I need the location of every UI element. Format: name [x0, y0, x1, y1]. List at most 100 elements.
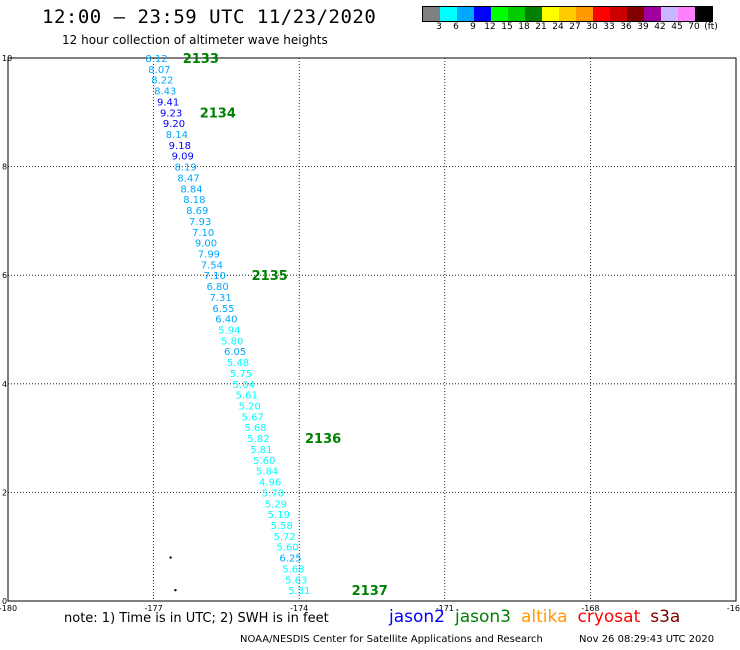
wave-height-label: 7.93 — [189, 217, 211, 228]
wave-height-label: 5.58 — [271, 521, 293, 532]
wave-height-label: 8.19 — [174, 163, 196, 174]
observation-dot — [174, 588, 177, 592]
scale-swatch — [491, 7, 508, 21]
scale-label: 39 — [637, 22, 649, 32]
wave-height-label: 8.14 — [166, 130, 188, 141]
longitude-tick-label: -174 — [290, 604, 308, 613]
satellite-legend: jason2 jason3 altika cryosat s3a — [389, 607, 690, 627]
wave-height-label: 6.40 — [215, 315, 237, 326]
scale-label: 70 — [688, 22, 700, 32]
wave-height-label: 8.43 — [154, 87, 176, 98]
scale-swatch — [423, 7, 440, 21]
wave-height-label: 9.09 — [172, 152, 194, 163]
wave-height-label: 5.75 — [230, 369, 252, 380]
wave-height-label: 5.31 — [288, 586, 310, 597]
scale-swatch — [576, 7, 593, 21]
scale-label: 33 — [603, 22, 615, 32]
wave-height-label: 9.23 — [160, 108, 182, 119]
wave-height-label: 5.94 — [218, 326, 240, 337]
map-title: 12:00 – 23:59 UTC 11/23/2020 — [42, 6, 377, 28]
scale-swatch — [678, 7, 695, 21]
wave-height-label: 5.20 — [239, 402, 261, 413]
time-label: 2137 — [352, 584, 388, 599]
color-scale-labels: 3 6 9 12 15 18 21 24 27 30 33 36 39 42 45 70 (ft) — [422, 22, 740, 34]
satellite-legend-item: cryosat — [577, 607, 641, 627]
scale-label: 30 — [586, 22, 598, 32]
wave-height-label: 9.00 — [195, 239, 217, 250]
wave-height-label: 5.72 — [274, 532, 296, 543]
wave-height-label: 7.31 — [209, 293, 231, 304]
latitude-tick-label: 6 — [2, 271, 7, 280]
scale-label: (ft) — [704, 22, 718, 32]
scale-label: 9 — [470, 22, 476, 32]
color-scale-legend — [422, 6, 713, 22]
wave-height-label: 5.82 — [247, 434, 269, 445]
wave-height-label: 4.96 — [259, 478, 281, 489]
wave-height-label: 5.60 — [276, 543, 298, 554]
scale-swatch — [627, 7, 644, 21]
wave-height-label: 9.20 — [163, 119, 185, 130]
scale-swatch — [661, 7, 678, 21]
longitude-tick-label: -177 — [145, 604, 163, 613]
latitude-tick-label: 10 — [2, 54, 12, 63]
wave-height-label: 7.10 — [192, 228, 214, 239]
scale-label: 3 — [436, 22, 442, 32]
scale-swatch — [644, 7, 661, 21]
wave-height-label: 9.41 — [157, 97, 179, 108]
scale-label: 21 — [535, 22, 547, 32]
scale-label: 6 — [453, 22, 459, 32]
scale-swatch — [610, 7, 627, 21]
wave-height-label: 5.19 — [268, 510, 290, 521]
footer-note: note: 1) Time is in UTC; 2) SWH is in fe… — [64, 611, 329, 626]
time-label: 2134 — [200, 106, 236, 121]
scale-swatch — [559, 7, 576, 21]
scale-label: 42 — [654, 22, 666, 32]
map-frame — [7, 57, 737, 602]
wave-height-label: 9.18 — [169, 141, 191, 152]
credit-text: NOAA/NESDIS Center for Satellite Applica… — [240, 634, 543, 645]
scale-label: 12 — [484, 22, 496, 32]
wave-height-label: 8.69 — [186, 206, 208, 217]
wave-height-label: 5.04 — [233, 380, 255, 391]
scale-swatch — [525, 7, 542, 21]
latitude-tick-label: 8 — [2, 163, 7, 172]
wave-height-label: 5.81 — [250, 445, 272, 456]
scale-swatch — [593, 7, 610, 21]
scale-swatch — [695, 7, 712, 21]
wave-height-label: 5.68 — [244, 423, 266, 434]
satellite-legend-item: jason2 — [389, 607, 445, 627]
wave-height-label: 7.10 — [204, 271, 226, 282]
satellite-legend-item: jason3 — [455, 607, 511, 627]
wave-height-label: 7.54 — [201, 260, 223, 271]
map-subtitle: 12 hour collection of altimeter wave hei… — [62, 33, 328, 47]
wave-height-label: 8.12 — [145, 54, 167, 65]
wave-height-label: 5.63 — [285, 575, 307, 586]
wave-height-label: 5.61 — [236, 391, 258, 402]
scale-label: 45 — [671, 22, 683, 32]
wave-height-label: 6.80 — [207, 282, 229, 293]
wave-height-label: 8.47 — [177, 173, 199, 184]
wave-height-label: 8.07 — [148, 65, 170, 76]
scale-swatch — [474, 7, 491, 21]
latitude-tick-label: 4 — [2, 380, 7, 389]
scale-label: 27 — [569, 22, 581, 32]
wave-height-label: 6.25 — [279, 554, 301, 565]
satellite-legend-item: altika — [521, 607, 568, 627]
wave-height-label: 7.99 — [198, 249, 220, 260]
wave-height-label: 6.05 — [224, 347, 246, 358]
scale-swatch — [542, 7, 559, 21]
satellite-legend-item: s3a — [650, 607, 681, 627]
wave-height-label: 5.29 — [265, 499, 287, 510]
wave-height-label: 8.22 — [151, 76, 173, 87]
wave-height-label: 5.67 — [241, 412, 263, 423]
longitude-tick-label: -180 — [0, 604, 17, 613]
time-label: 2133 — [183, 52, 219, 67]
scale-swatch — [440, 7, 457, 21]
wave-height-label: 5.60 — [253, 456, 275, 467]
observation-dot — [169, 556, 172, 559]
longitude-tick-label: -168 — [581, 604, 599, 613]
scale-label: 15 — [501, 22, 513, 32]
latitude-tick-label: 0 — [2, 597, 7, 606]
scale-label: 36 — [620, 22, 632, 32]
